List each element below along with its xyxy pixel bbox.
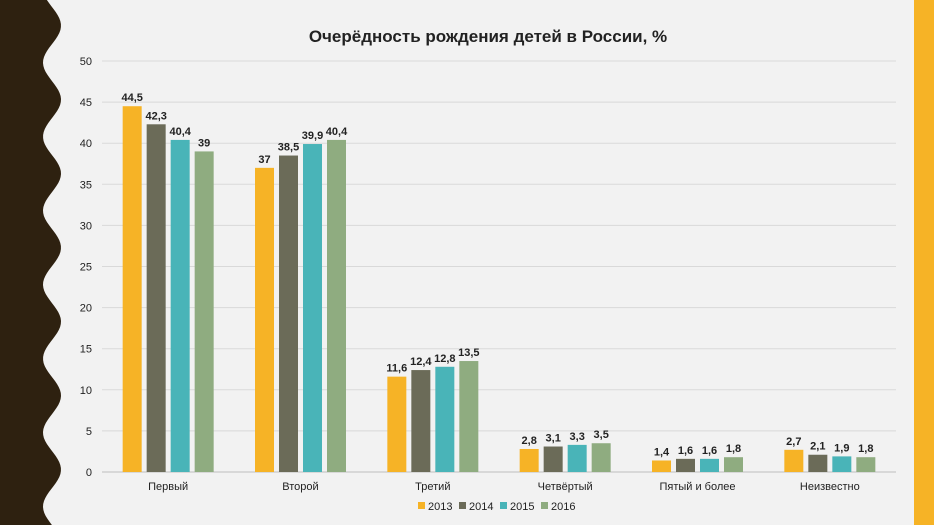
data-label: 40,4 [326,126,348,138]
data-label: 42,3 [145,110,166,122]
legend-swatch [418,502,425,509]
gridlines [102,60,896,473]
x-axis: Первый Второй Третий Четвёртый Пятый и более… [148,481,860,493]
data-label: 1,4 [654,446,670,458]
bar [303,144,322,472]
legend-swatch [500,502,507,509]
x-category-label: Пятый и более [659,481,735,493]
bar [519,448,539,472]
bar [146,124,166,472]
legend-label: 2016 [551,501,575,513]
bar [459,361,479,472]
data-label: 3,5 [594,429,609,441]
decorative-wavy-border [0,0,61,525]
data-label: 39 [198,137,210,149]
bar [591,443,611,472]
wavy-border-shape [0,0,61,525]
y-tick-label: 15 [80,344,92,356]
bar [567,444,587,472]
legend-swatch [541,502,548,509]
data-label: 3,3 [570,431,585,443]
data-label: 3,1 [546,433,561,445]
y-tick-label: 35 [80,179,92,191]
data-label: 1,9 [834,442,849,454]
bar [676,458,695,472]
x-category-label: Неизвестно [800,481,860,493]
x-category-label: Первый [148,481,188,493]
legend-label: 2013 [428,501,452,513]
legend-label: 2015 [510,501,534,513]
chart-title: Очерёдность рождения детей в России, % [309,27,667,46]
data-label: 1,8 [858,443,873,455]
legend-swatch [459,502,466,509]
data-label: 39,9 [302,130,323,142]
y-tick-label: 40 [80,138,92,150]
legend: 2013 2014 2015 2016 [418,501,575,513]
data-label: 2,1 [810,441,825,453]
data-label: 1,6 [678,445,693,457]
bar [543,446,563,472]
bar [387,376,407,472]
bar [856,457,876,472]
y-axis: 0 5 10 15 20 25 30 35 40 45 50 [80,56,92,479]
data-label: 40,4 [169,126,191,138]
bar [832,456,852,472]
y-tick-label: 10 [80,385,92,397]
bar [724,457,743,472]
bar [411,370,431,472]
data-label: 13,5 [458,347,479,359]
bar [700,458,719,472]
data-label: 12,8 [434,353,455,365]
bar [122,106,142,473]
data-label: 38,5 [278,142,299,154]
bar [435,366,455,472]
data-label: 2,7 [786,436,801,448]
bars [122,106,876,473]
y-tick-label: 45 [80,97,92,109]
bar [170,139,190,473]
bar [784,449,804,472]
y-tick-label: 30 [80,220,92,232]
data-label: 44,5 [121,92,142,104]
data-label: 1,6 [702,445,717,457]
bar [652,460,671,472]
x-category-label: Второй [282,481,318,493]
bar [279,155,298,472]
y-tick-label: 50 [80,56,92,68]
accent-stripe [914,0,934,525]
y-tick-label: 25 [80,262,92,274]
data-label: 12,4 [410,356,432,368]
bar [194,151,214,473]
data-label: 2,8 [522,435,537,447]
legend-label: 2014 [469,501,493,513]
data-label: 37 [258,154,270,166]
y-tick-label: 5 [86,426,92,438]
y-tick-label: 0 [86,467,92,479]
bar [255,167,274,473]
bar [808,454,828,472]
y-tick-label: 20 [80,303,92,315]
data-label: 11,6 [386,363,407,375]
bar [327,139,346,473]
x-category-label: Третий [415,481,450,493]
data-label: 1,8 [726,443,741,455]
x-category-label: Четвёртый [538,481,593,493]
